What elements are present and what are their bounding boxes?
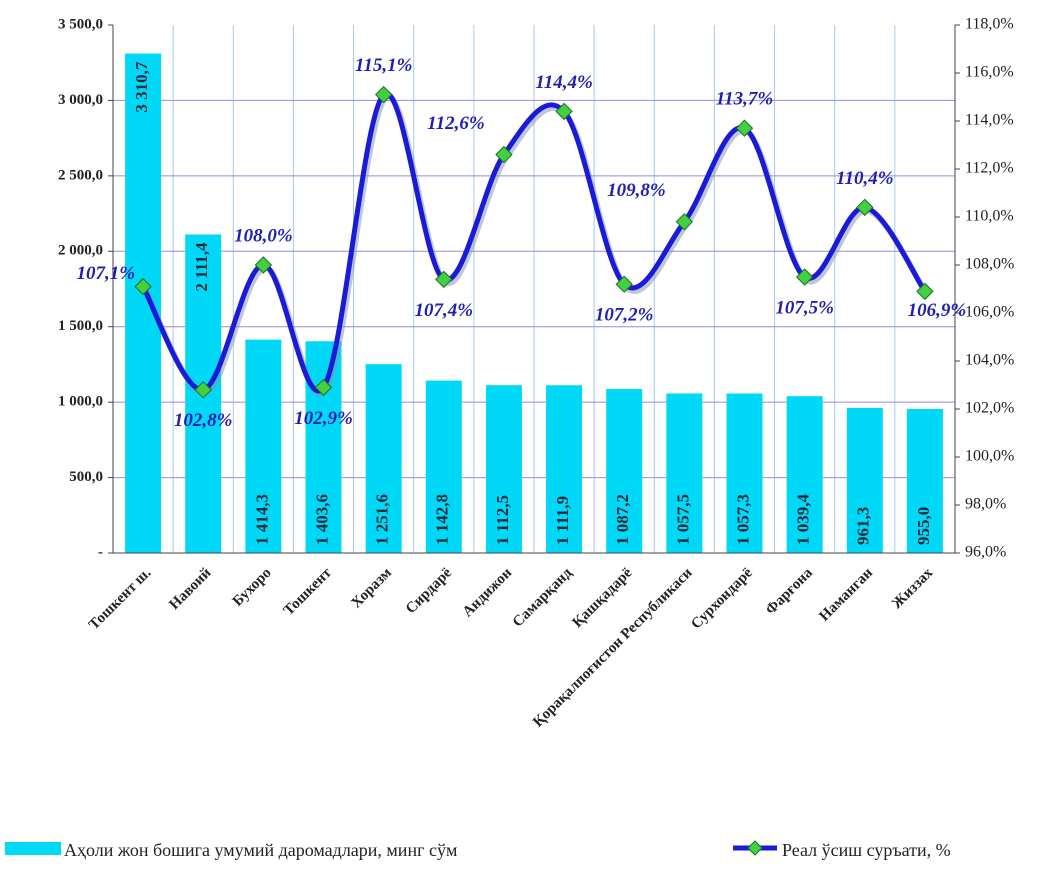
x-tick-label: Тошкент ш.	[86, 565, 154, 633]
x-tick-label: Хоразм	[348, 565, 394, 611]
bar-value-label: 1 142,8	[433, 494, 452, 545]
y2-tick-label: 118,0%	[965, 16, 1014, 33]
bar	[546, 385, 583, 553]
marker	[795, 268, 814, 286]
bar	[846, 407, 883, 553]
marker	[735, 119, 754, 137]
bar	[606, 388, 643, 553]
marker	[856, 198, 874, 217]
line-value-label: 106,9%	[908, 300, 967, 321]
bar-value-label: 1 087,2	[613, 494, 632, 545]
x-tick-label: Сирдарё	[403, 565, 455, 617]
y2-tick-label: 102,0%	[965, 400, 1014, 417]
line-value-label: 108,0%	[234, 225, 293, 246]
bar	[425, 380, 462, 553]
marker	[916, 282, 934, 301]
x-tick-label: Навоий	[166, 565, 214, 613]
marker	[495, 145, 513, 164]
bar	[666, 393, 703, 553]
bar	[365, 364, 402, 553]
line-value-label: 102,9%	[294, 408, 353, 429]
bar	[245, 339, 282, 553]
line-value-label: 107,4%	[414, 300, 473, 321]
marker	[254, 256, 273, 274]
bar	[485, 385, 522, 553]
x-tick-label: Андижон	[460, 565, 516, 621]
marker	[134, 277, 152, 296]
bar-value-label: 1 111,9	[553, 496, 572, 545]
bar-value-label: 1 057,5	[673, 494, 692, 545]
y2-tick-label: 100,0%	[965, 448, 1014, 465]
x-tick-label: Сурхондарё	[688, 565, 756, 633]
bar-value-label: 961,3	[854, 507, 873, 545]
line-value-label: 102,8%	[174, 410, 233, 431]
marker	[555, 102, 573, 121]
legend-label: Аҳоли жон бошига умумий даромадлари, мин…	[64, 840, 457, 860]
y-tick-label: 500,0	[69, 469, 103, 485]
y2-tick-label: 104,0%	[965, 352, 1014, 369]
bar-value-label: 1 414,3	[252, 494, 271, 545]
y2-tick-label: 98,0%	[965, 496, 1006, 513]
y-tick-label: 2 000,0	[58, 243, 103, 259]
y2-tick-label: 96,0%	[965, 544, 1006, 561]
bar	[786, 396, 823, 553]
x-tick-label: Бухоро	[230, 565, 275, 610]
x-tick-label: Жиззах	[889, 565, 937, 613]
marker	[194, 381, 212, 399]
x-tick-label: Самарқанд	[510, 565, 576, 631]
legend-marker	[747, 840, 763, 856]
x-tick-label: Қашқадарё	[570, 565, 636, 631]
x-tick-label: Наманган	[816, 565, 876, 625]
marker	[675, 213, 694, 231]
y-tick-label: 3 000,0	[58, 92, 103, 108]
bar-value-label: 1 039,4	[794, 494, 813, 546]
marker	[374, 85, 393, 104]
marker	[314, 378, 333, 397]
y2-tick-label: 110,0%	[965, 208, 1014, 225]
marker	[615, 275, 633, 293]
marker	[435, 270, 453, 289]
line-value-label: 115,1%	[355, 55, 413, 76]
y2-tick-label: 112,0%	[965, 160, 1014, 177]
y-tick-label: 3 500,0	[58, 16, 103, 32]
line-value-label: 107,5%	[775, 297, 834, 318]
y2-tick-label: 114,0%	[965, 112, 1014, 129]
y2-tick-label: 106,0%	[965, 304, 1014, 321]
y-tick-label: 2 500,0	[58, 167, 103, 183]
line-value-label: 107,2%	[595, 305, 654, 326]
bar-value-label: 1 251,6	[373, 494, 392, 545]
y-tick-label: 1 500,0	[58, 318, 103, 334]
line-value-label: 109,8%	[607, 180, 666, 201]
bar	[305, 341, 342, 553]
line-value-label: 112,6%	[427, 113, 485, 134]
bar-value-label: 3 310,7	[132, 61, 151, 113]
y2-tick-label: 108,0%	[965, 256, 1014, 273]
bar-value-label: 955,0	[914, 507, 933, 545]
bar	[906, 408, 943, 553]
bar	[125, 53, 162, 554]
legend-label: Реал ўсиш суръати, %	[782, 840, 951, 860]
y-tick-label: 1 000,0	[58, 394, 103, 410]
line-value-label: 110,4%	[836, 168, 894, 189]
legend-swatch	[5, 842, 61, 855]
bar-value-label: 1 112,5	[493, 495, 512, 545]
x-tick-label: Фарғона	[763, 565, 817, 619]
bar-value-label: 2 111,4	[192, 242, 211, 292]
line-value-label: 114,4%	[535, 72, 593, 93]
y-tick-label: -	[98, 544, 103, 560]
bar	[726, 393, 763, 553]
y2-tick-label: 116,0%	[965, 64, 1014, 81]
bar-value-label: 1 403,6	[312, 494, 331, 545]
line-value-label: 113,7%	[716, 89, 774, 110]
x-tick-label: Тошкент	[281, 565, 335, 619]
bar-value-label: 1 057,3	[733, 494, 752, 545]
line-value-label: 107,1%	[76, 263, 135, 284]
